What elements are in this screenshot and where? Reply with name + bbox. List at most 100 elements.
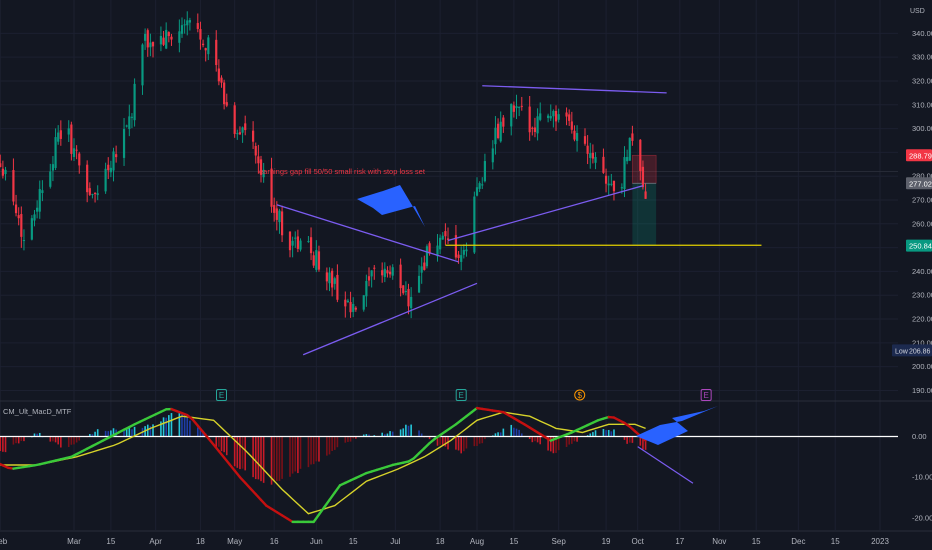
candle-body	[57, 132, 60, 142]
osc-y-tick-label: -20.00	[912, 513, 932, 522]
x-tick-label: 18	[196, 537, 205, 546]
histogram-bar	[391, 431, 394, 437]
candle-body	[436, 245, 439, 257]
histogram-bar	[241, 436, 244, 469]
candle-body	[309, 237, 313, 254]
candle-body	[38, 189, 41, 212]
macd-segment	[317, 506, 326, 516]
time-axis[interactable]: Feb Mar 15 Apr 18 May 16 Jun 15 Jul 18 Aug 15 Sep 19 Oc…	[0, 530, 932, 546]
candle-body	[610, 183, 613, 185]
histogram-bar	[254, 436, 257, 480]
histogram-bar	[168, 415, 170, 437]
candle-body	[481, 184, 484, 186]
candle-body	[502, 117, 505, 127]
y-tick-label: 340.00	[912, 29, 932, 38]
candle-body	[257, 156, 260, 164]
trendlines[interactable]	[276, 85, 762, 356]
y-tick-label: 200.00	[912, 362, 932, 371]
histogram-bar	[165, 417, 167, 437]
candle-body	[22, 240, 26, 242]
candle-body	[381, 270, 384, 276]
candle-body	[386, 270, 389, 274]
price-axis[interactable]: 190.00 200.00 210.00 220.00 230.00 240.00 250.…	[892, 29, 932, 522]
candle-body	[165, 29, 168, 49]
candle-body	[312, 255, 315, 266]
candle-body	[294, 237, 297, 239]
candle-body	[331, 270, 334, 288]
candle-body	[159, 35, 163, 45]
histogram-bar	[428, 436, 431, 440]
candle-body	[186, 20, 189, 26]
osc-y-tick-label: -10.00	[912, 473, 932, 482]
histogram-bar	[589, 433, 592, 437]
candle-body	[641, 166, 645, 188]
candle-body	[51, 164, 55, 171]
dividend-badge-icon	[574, 389, 586, 401]
histogram-bar	[91, 434, 94, 437]
candle-body	[475, 187, 479, 196]
y-tick-label: 220.00	[912, 315, 932, 324]
candle-body	[404, 290, 407, 292]
histogram-bar	[294, 436, 297, 472]
histogram-bar	[318, 436, 320, 462]
histogram-bar	[78, 436, 81, 441]
macd-segment	[328, 491, 336, 502]
x-tick-label: 15	[106, 537, 115, 546]
candle-body	[315, 250, 318, 270]
candle-body	[531, 127, 534, 129]
candle-body	[115, 154, 118, 158]
histogram-bar	[386, 433, 389, 437]
candle-body	[518, 106, 521, 108]
candle-body	[349, 301, 352, 313]
x-tick-label: 15	[831, 537, 840, 546]
candle-body	[0, 163, 2, 168]
histogram-bar	[628, 436, 631, 443]
macd-segment	[196, 424, 205, 434]
histogram-bar	[170, 413, 173, 437]
histogram-bar	[315, 436, 318, 462]
macd-segment	[233, 469, 242, 479]
candle-body	[30, 218, 33, 240]
low-label: Low	[895, 348, 909, 355]
candle-body	[346, 300, 350, 303]
candle-body	[417, 275, 421, 293]
x-tick-label: 15	[349, 537, 358, 546]
candle-body	[33, 214, 36, 221]
candle-body	[410, 296, 413, 309]
candle-body	[199, 29, 202, 40]
candle-body	[12, 170, 15, 202]
x-tick-label: Mar	[67, 537, 81, 546]
histogram-bar	[420, 433, 423, 437]
candle-body	[275, 208, 278, 220]
histogram-bar	[20, 436, 23, 441]
candle-body	[444, 231, 447, 237]
histogram-bar	[494, 433, 497, 437]
histogram-bar	[476, 436, 478, 446]
candle-body	[420, 266, 423, 273]
low-value: 206.86	[909, 348, 931, 355]
candle-body	[75, 149, 78, 151]
histogram-bar	[233, 436, 236, 467]
histogram-bar	[547, 436, 549, 451]
histogram-bar	[223, 436, 225, 453]
histogram-bar	[515, 428, 518, 437]
arrow-icon	[636, 406, 718, 445]
candle-body	[370, 270, 373, 277]
candle-body	[217, 68, 220, 82]
x-tick-label: Jul	[390, 537, 400, 546]
histogram-bar	[405, 424, 407, 437]
histogram-bar	[276, 436, 278, 482]
histogram-bar	[260, 436, 262, 482]
indicator-label[interactable]: CM_Ult_MacD_MTF	[3, 407, 72, 416]
y-tick-label: 280.00	[912, 172, 932, 181]
histogram-bar	[586, 435, 589, 437]
candle-body	[78, 153, 81, 166]
histogram-bar	[644, 436, 647, 450]
histogram-bar	[110, 430, 112, 437]
candle-body	[236, 133, 239, 135]
x-tick-label: Aug	[470, 537, 484, 546]
position-tool[interactable]	[632, 154, 657, 246]
candle-body	[333, 278, 336, 284]
candle-body	[533, 127, 537, 132]
